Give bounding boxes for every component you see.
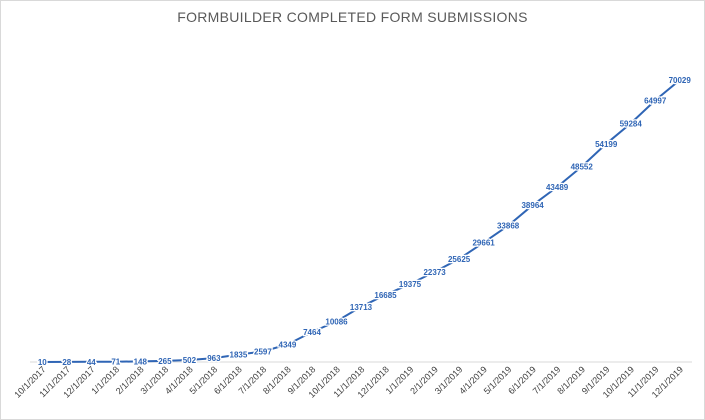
data-point: [654, 99, 657, 102]
data-label: 10086: [325, 317, 348, 326]
data-point: [482, 241, 485, 244]
data-label: 25625: [448, 255, 471, 264]
data-label: 48552: [571, 163, 594, 172]
data-label: 16685: [374, 291, 397, 300]
data-label: 1835: [230, 351, 248, 360]
data-point: [286, 343, 289, 346]
data-label: 2597: [254, 348, 272, 357]
data-label: 19375: [399, 280, 422, 289]
data-point: [408, 282, 412, 286]
data-point: [41, 360, 44, 364]
data-point: [237, 353, 240, 356]
data-point: [629, 122, 632, 125]
data-point: [580, 165, 583, 168]
series-line: [42, 79, 681, 363]
data-point: [212, 356, 216, 360]
data-point: [605, 142, 608, 145]
data-point: [90, 360, 93, 363]
data-point: [506, 224, 510, 227]
chart-title: FORMBUILDER COMPLETED FORM SUBMISSIONS: [177, 9, 528, 25]
data-label: 963: [207, 354, 221, 363]
data-point: [163, 359, 167, 363]
data-label: 10: [38, 358, 47, 367]
data-label: 7464: [303, 328, 321, 337]
data-point: [359, 305, 363, 308]
data-label: 29661: [472, 239, 495, 248]
data-label: 64997: [644, 96, 667, 105]
data-label: 71: [111, 358, 120, 367]
data-label: 13713: [350, 303, 373, 312]
data-label: 148: [134, 357, 148, 366]
data-point: [678, 78, 681, 82]
data-label: 54199: [595, 140, 618, 149]
data-label: 38964: [521, 201, 544, 210]
data-point: [139, 360, 142, 363]
data-label: 44: [87, 358, 96, 367]
data-point: [555, 185, 559, 189]
data-point: [433, 270, 436, 274]
data-label: 43489: [546, 183, 569, 192]
data-point: [310, 330, 314, 334]
data-label: 265: [158, 357, 172, 366]
data-point: [384, 293, 387, 296]
data-point: [65, 360, 69, 364]
data-label: 59284: [620, 119, 643, 128]
data-point: [457, 257, 461, 261]
data-point: [261, 350, 265, 353]
data-point: [335, 320, 338, 323]
data-label: 33868: [497, 222, 520, 231]
data-label: 4349: [279, 341, 297, 350]
data-point: [188, 358, 191, 362]
data-label: 70029: [669, 76, 692, 85]
data-label: 28: [62, 358, 71, 367]
data-point: [531, 204, 534, 207]
data-label: 502: [183, 356, 197, 365]
data-label: 22373: [423, 268, 446, 277]
data-point: [114, 360, 118, 363]
